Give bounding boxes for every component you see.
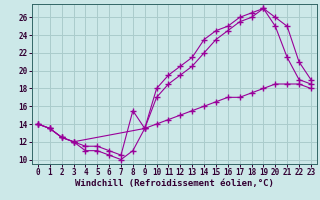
X-axis label: Windchill (Refroidissement éolien,°C): Windchill (Refroidissement éolien,°C) [75, 179, 274, 188]
